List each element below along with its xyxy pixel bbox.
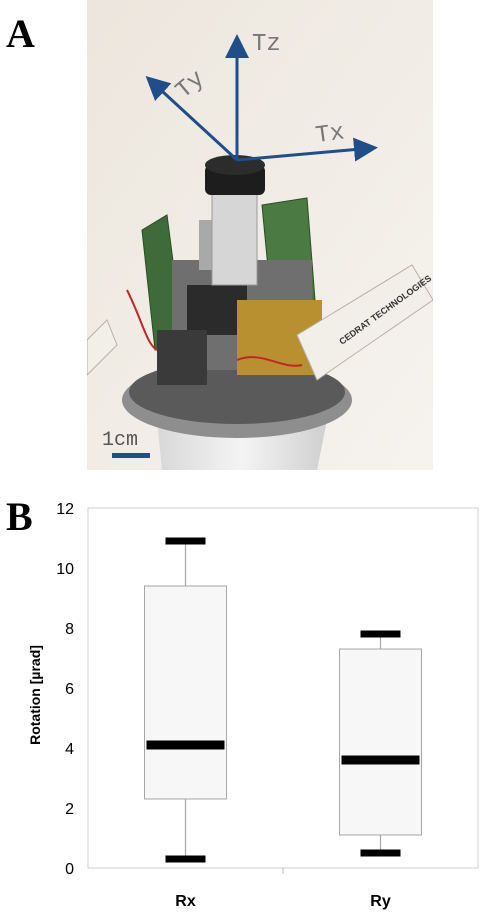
y-axis: 0 2 4 6 8 10 12 xyxy=(56,501,74,878)
scale-bar-label: 1cm xyxy=(102,429,138,452)
panel-label-b: B xyxy=(6,494,33,539)
scale-bar xyxy=(112,453,150,458)
y-tick-label: 10 xyxy=(56,561,74,578)
y-tick-label: 2 xyxy=(65,801,74,818)
box-ry xyxy=(339,630,422,857)
iqr-box xyxy=(144,585,227,800)
y-tick-label: 0 xyxy=(65,861,74,878)
rotation-box-plot: 0 2 4 6 8 10 12 Rx Ry Rotation [µrad] xyxy=(27,501,479,910)
box-rx xyxy=(144,537,227,863)
panel-label-a: A xyxy=(6,11,35,56)
y-tick-label: 4 xyxy=(65,741,74,758)
x-tick-label: Rx xyxy=(175,893,196,910)
device-photo: CEDRAT TECHNOLOGIES Tz Ty Tx 1cm xyxy=(87,0,433,470)
axis-label-tz: Tz xyxy=(252,31,281,58)
x-axis: Rx Ry xyxy=(175,868,391,910)
axis-label-tx: Tx xyxy=(314,119,346,150)
y-tick-label: 12 xyxy=(56,501,74,518)
iqr-box xyxy=(339,648,422,836)
y-tick-label: 8 xyxy=(65,621,74,638)
y-tick-label: 6 xyxy=(65,681,74,698)
x-tick-label: Ry xyxy=(370,893,391,910)
y-axis-label: Rotation [µrad] xyxy=(27,645,43,745)
axis-arrows xyxy=(145,34,378,162)
boxes xyxy=(144,537,422,863)
